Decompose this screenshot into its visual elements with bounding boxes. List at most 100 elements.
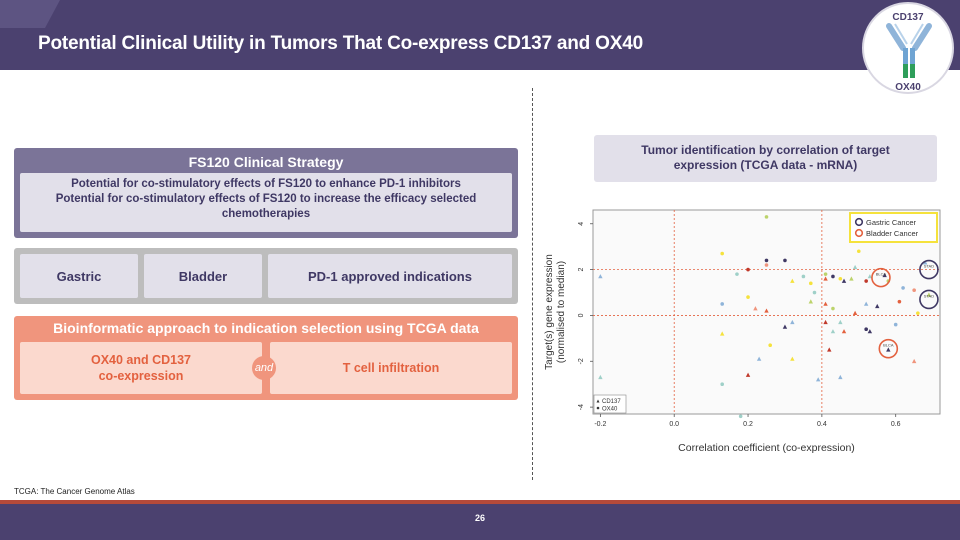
data-point-ox40: [875, 303, 880, 309]
data-point-cd137: [764, 215, 769, 219]
data-point-ox40: [926, 292, 932, 297]
data-point-cd137: [893, 322, 898, 327]
coexpression-line-2: co-expression: [98, 369, 184, 383]
data-point-cd137: [831, 274, 835, 279]
antibody-icon: [886, 23, 932, 78]
header-corner-accent: [0, 0, 60, 28]
legend-entry: Gastric Cancer: [866, 218, 917, 227]
indications-panel: Gastric Bladder PD-1 approved indication…: [14, 248, 518, 304]
data-point-ox40: [849, 276, 854, 281]
data-point-ox40: [598, 274, 603, 279]
coexpression-box: OX40 and CD137 co-expression: [20, 342, 262, 394]
highlight-label: BLCA: [876, 272, 887, 277]
highlight-circle: [871, 267, 891, 288]
data-point-cd137: [808, 281, 813, 286]
strategy-body: Potential for co-stimulatory effects of …: [20, 173, 512, 232]
data-point-ox40: [882, 272, 887, 278]
footer-accent-stripe: [0, 500, 960, 504]
indication-gastric: Gastric: [20, 254, 138, 298]
data-point-ox40: [852, 310, 858, 315]
x-tick-label: 0.2: [743, 421, 753, 428]
data-point-cd137: [746, 295, 750, 299]
strategy-title: FS120 Clinical Strategy: [188, 154, 344, 170]
data-point-cd137: [801, 274, 806, 279]
data-point-ox40: [782, 324, 788, 329]
highlight-circle: [919, 289, 939, 310]
data-point-ox40: [823, 301, 828, 306]
data-point-cd137: [823, 272, 828, 276]
data-point-cd137: [831, 306, 835, 311]
data-point-ox40: [841, 329, 847, 334]
data-point-ox40: [911, 358, 917, 364]
data-point-cd137: [897, 299, 902, 304]
data-point-cd137: [783, 258, 787, 263]
data-point-ox40: [827, 347, 832, 352]
data-point-cd137: [720, 382, 725, 387]
data-point-ox40: [867, 329, 873, 334]
data-point-ox40: [863, 301, 869, 306]
marker-legend-entry: OX40: [602, 407, 618, 413]
clinical-strategy-panel: FS120 Clinical Strategy Potential for co…: [14, 148, 518, 238]
highlight-label: STAD: [924, 264, 934, 269]
logo-top-label: CD137: [892, 12, 924, 23]
y-tick-label: 0: [578, 313, 585, 317]
y-axis-label-line-1: Target(s) gene expression: [544, 254, 555, 370]
footnote: TCGA: The Cancer Genome Atlas: [14, 487, 135, 496]
and-connector: and: [252, 356, 276, 380]
x-tick-label: 0.6: [891, 421, 901, 428]
data-point-ox40: [823, 276, 828, 281]
data-point-cd137: [864, 279, 868, 283]
data-point-cd137: [838, 276, 843, 281]
data-point-cd137: [746, 267, 750, 272]
data-point-cd137: [812, 290, 817, 295]
highlight-label: BLCA: [883, 343, 894, 348]
coexpression-line-1: OX40 and CD137: [90, 353, 192, 367]
tumor-identification-box: Tumor identification by correlation of t…: [594, 135, 937, 182]
data-point-ox40: [823, 319, 828, 325]
data-point-cd137: [720, 251, 725, 256]
bioinformatics-panel: Bioinformatic approach to indication sel…: [14, 316, 518, 400]
page-number: 26: [474, 513, 485, 523]
t-cell-infiltration-box: T cell infiltration: [270, 342, 512, 394]
data-point-cd137: [856, 249, 861, 254]
data-point-ox40: [841, 278, 847, 283]
data-point-ox40: [838, 319, 843, 325]
marker-legend-triangle: [596, 399, 600, 403]
data-point-ox40: [815, 377, 821, 382]
vertical-divider: [532, 88, 533, 480]
data-point-cd137: [901, 286, 905, 290]
highlight-label: STAD: [924, 293, 934, 298]
data-point-cd137: [735, 272, 739, 276]
data-point-ox40: [790, 319, 795, 325]
x-axis-label: Correlation coefficient (co-expression): [678, 442, 855, 454]
data-point-ox40: [923, 260, 928, 265]
tumor-box-line-1: Tumor identification by correlation of t…: [641, 143, 890, 157]
data-point-cd137: [864, 327, 868, 331]
footer-bar: [0, 504, 960, 540]
highlight-circle: [919, 259, 939, 280]
data-point-cd137: [912, 288, 916, 293]
data-point-ox40: [598, 374, 603, 380]
data-point-ox40: [753, 306, 758, 311]
data-point-cd137: [764, 263, 769, 267]
logo-bottom-label: OX40: [895, 82, 921, 93]
data-point-cd137: [720, 302, 725, 306]
y-tick-label: -2: [578, 358, 585, 364]
data-point-cd137: [768, 343, 772, 348]
strategy-line-1: Potential for co-stimulatory effects of …: [71, 178, 461, 190]
strategy-line-2: Potential for co-stimulatory effects of …: [55, 193, 477, 220]
antibody-logo: CD137 OX40: [862, 2, 954, 94]
scatter-chart: -0.2 0.0 0.2 0.4 0.6 -4 -2 0 2 4 Correlation coeff…: [544, 209, 941, 454]
bioinformatics-title: Bioinformatic approach to indication sel…: [53, 320, 479, 336]
indication-bladder: Bladder: [144, 254, 262, 298]
data-point-ox40: [886, 347, 891, 352]
marker-legend-box: [593, 394, 627, 414]
indication-pd1: PD-1 approved indications: [268, 254, 512, 298]
x-tick-label: 0.4: [817, 421, 827, 428]
page-title: Potential Clinical Utility in Tumors Tha…: [38, 33, 643, 54]
data-point-ox40: [756, 356, 762, 361]
data-point-ox40: [790, 356, 795, 361]
legend-marker: [854, 217, 864, 227]
data-point-ox40: [852, 264, 858, 270]
highlight-circle: [878, 338, 899, 359]
